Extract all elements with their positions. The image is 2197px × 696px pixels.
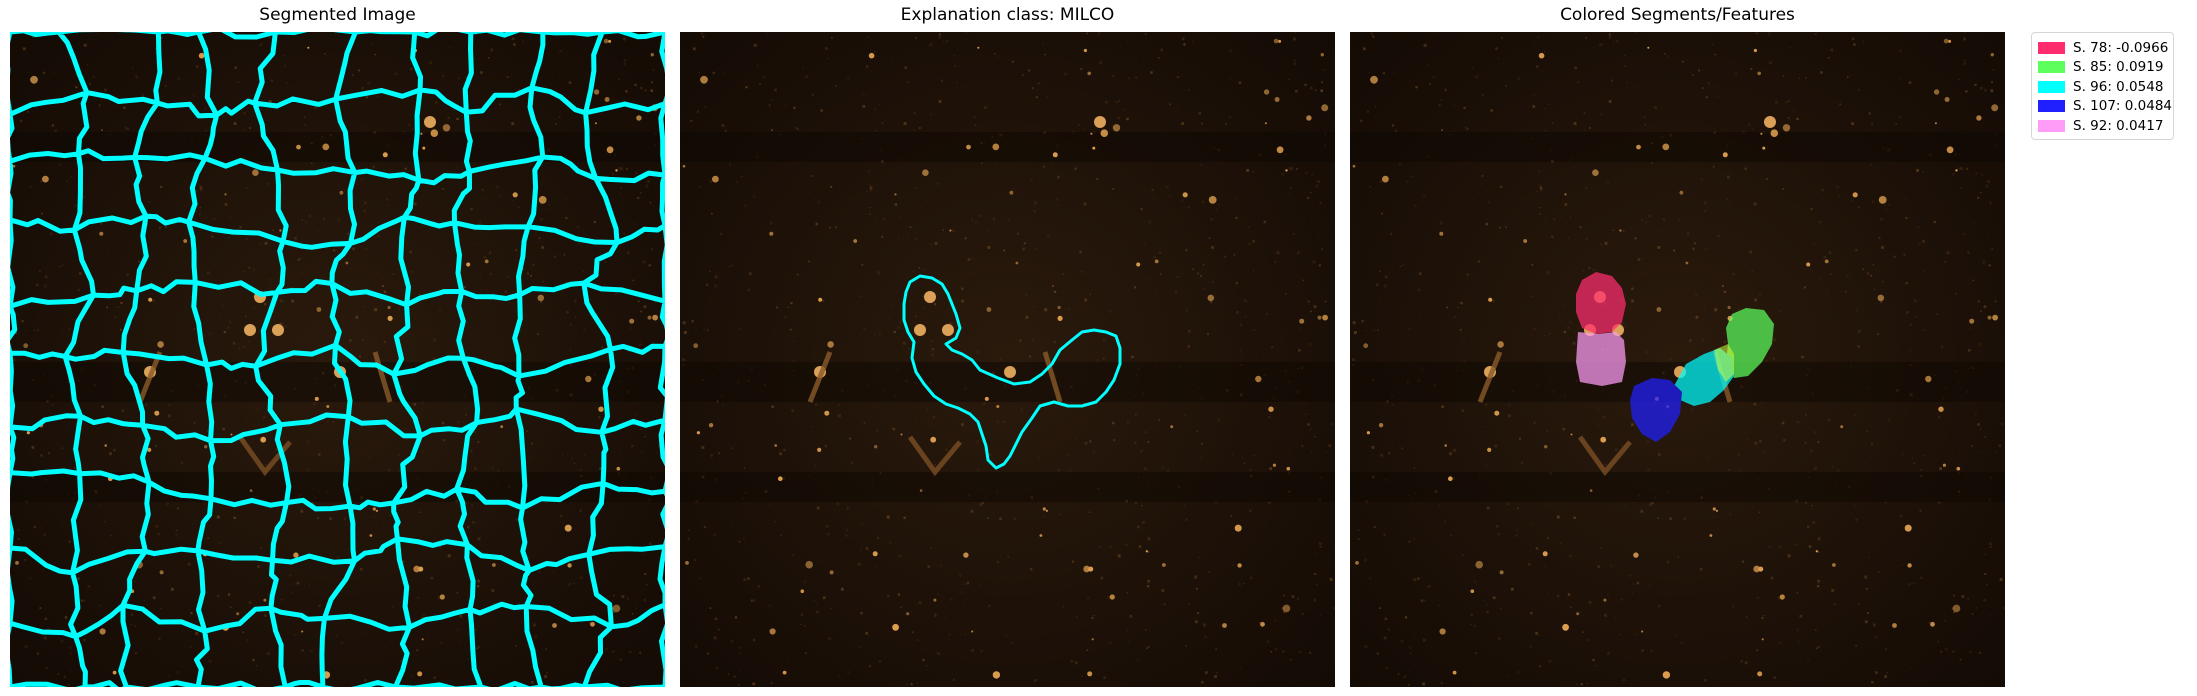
segment-92 — [1576, 332, 1626, 386]
legend-item-78: S. 78: -0.0966 — [2038, 38, 2169, 58]
sonar-hotspots — [12, 38, 659, 679]
legend-swatch — [2038, 61, 2065, 74]
legend-label: S. 107: 0.0484 — [2073, 98, 2172, 115]
legend-swatch — [2038, 119, 2065, 132]
explanation-panel — [680, 32, 1335, 687]
panel-title-explanation: Explanation class: MILCO — [900, 5, 1115, 25]
segmented-image — [10, 32, 665, 687]
colored-segments-panel — [1350, 32, 2005, 687]
explanation-image — [680, 32, 1335, 687]
segment-78 — [1576, 272, 1626, 334]
legend-label: S. 78: -0.0966 — [2073, 39, 2169, 56]
panel-title-colored: Colored Segments/Features — [1560, 5, 1795, 25]
legend-swatch — [2038, 80, 2065, 93]
superpixel-boundaries — [10, 32, 665, 687]
legend-label: S. 92: 0.0417 — [2073, 117, 2164, 134]
explanation-outline — [902, 274, 1122, 470]
legend-item-96: S. 96: 0.0548 — [2038, 77, 2167, 97]
legend-swatch — [2038, 100, 2065, 113]
legend-item-107: S. 107: 0.0484 — [2038, 97, 2172, 117]
legend-label: S. 85: 0.0919 — [2073, 59, 2164, 76]
segmented-image-panel — [10, 32, 665, 687]
colored-segments-image — [1350, 32, 2005, 687]
legend-item-92: S. 92: 0.0417 — [2038, 116, 2167, 136]
segment-107 — [1630, 378, 1682, 442]
sonar-hotspots — [682, 38, 1329, 679]
segment-overlays — [1576, 272, 1774, 442]
legend-label: S. 96: 0.0548 — [2073, 78, 2164, 95]
segment-85-96-overlap — [1714, 344, 1734, 382]
panel-title-segmented: Segmented Image — [259, 5, 416, 25]
legend-swatch — [2038, 41, 2065, 54]
legend-item-85: S. 85: 0.0919 — [2038, 58, 2167, 78]
segment-legend: S. 78: -0.0966 S. 85: 0.0919 S. 96: 0.05… — [2031, 32, 2174, 140]
segment-85 — [1726, 308, 1774, 378]
